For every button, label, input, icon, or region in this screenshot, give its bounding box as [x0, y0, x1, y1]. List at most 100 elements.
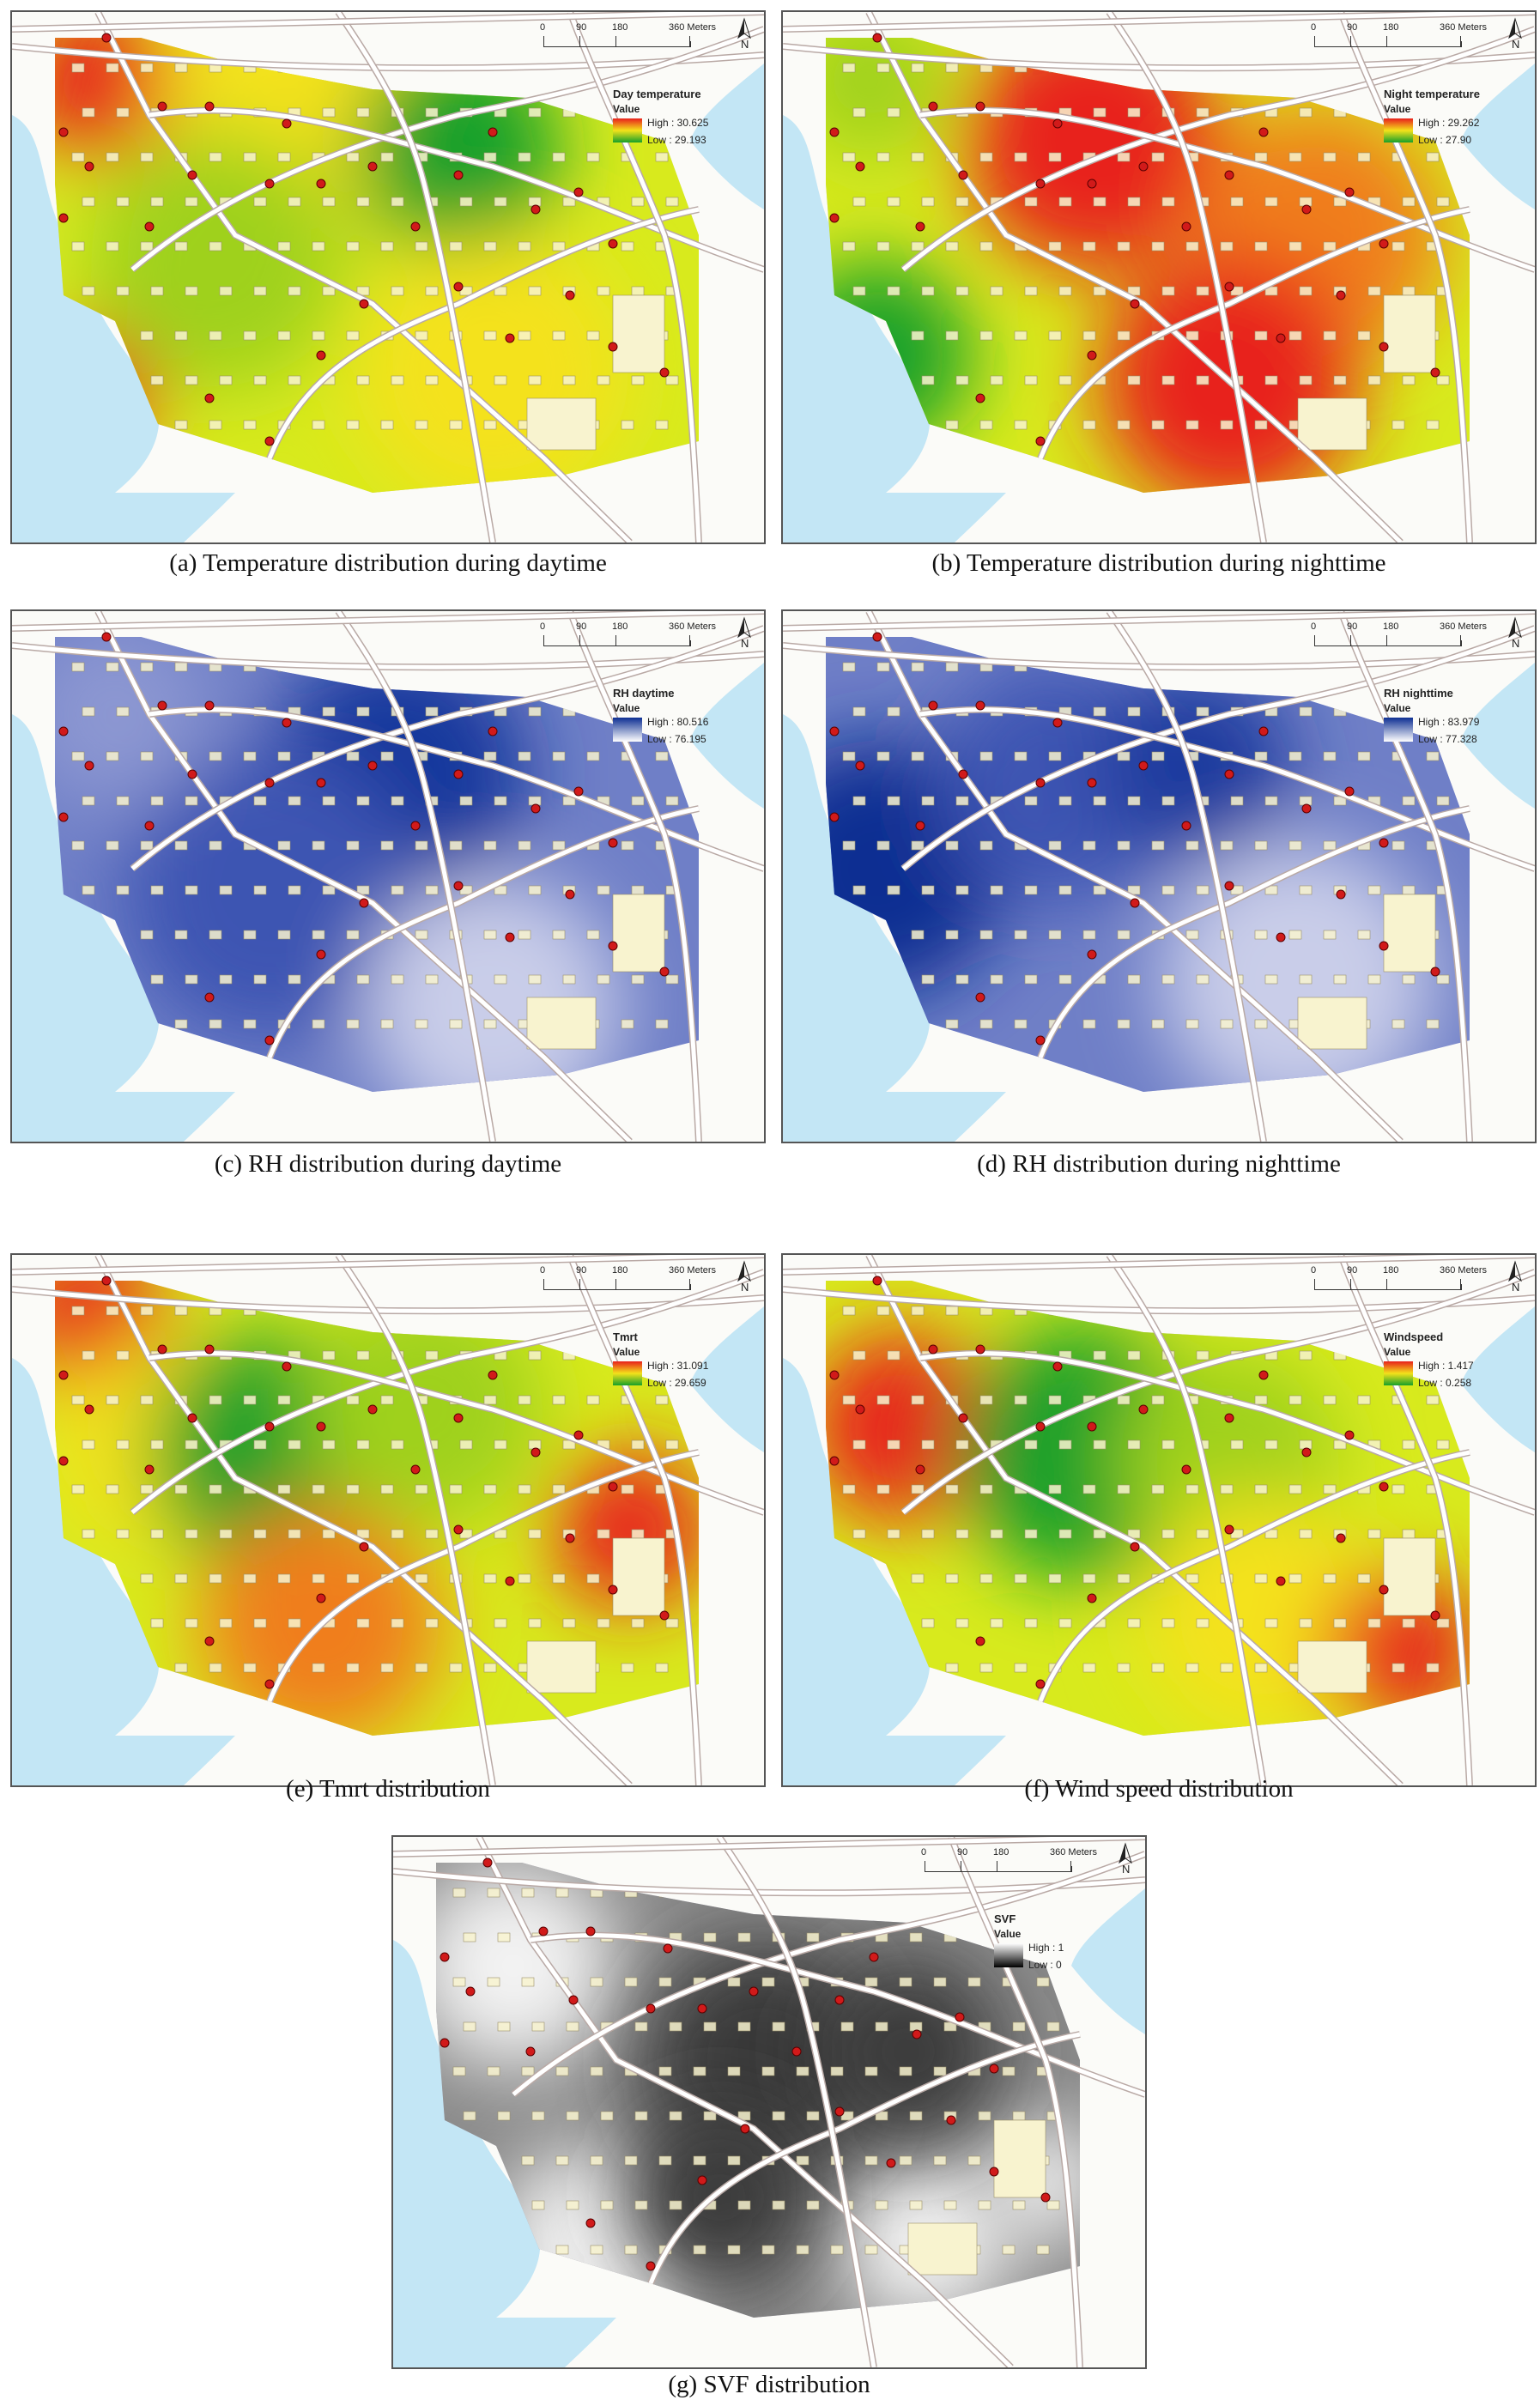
scale-label: 180: [993, 1847, 1009, 1858]
station-point: [101, 1276, 112, 1286]
station-point: [1379, 1585, 1389, 1595]
station-point: [316, 1593, 326, 1603]
scale-bar: 0 90 180 360 Meters: [540, 19, 720, 53]
scale-label: 360 Meters: [669, 22, 717, 33]
scale-label: 0: [1311, 1265, 1317, 1276]
north-arrow-icon: N: [733, 616, 755, 651]
scale-tick: [1460, 635, 1461, 645]
station-point: [565, 889, 575, 900]
scale-tick: [579, 1279, 580, 1289]
north-arrow-icon: N: [733, 17, 755, 52]
station-point: [101, 632, 112, 642]
station-point: [872, 632, 882, 642]
station-point: [531, 803, 541, 814]
legend: Day temperature Value High : 30.625 Low : 2…: [613, 88, 759, 156]
legend-title: RH daytime: [613, 687, 675, 700]
legend: RH daytime Value High : 80.516 Low : 76.195: [613, 687, 759, 755]
scale-bar: 0 90 180 360 Meters: [540, 1262, 720, 1296]
north-label: N: [1512, 38, 1520, 51]
caption-e: (e) Tmrt distribution: [286, 1775, 490, 1803]
scale-bar-line: [543, 1284, 691, 1290]
station-point: [204, 1344, 215, 1355]
station-point: [453, 1524, 464, 1535]
station-point: [1087, 1421, 1097, 1432]
station-point: [1224, 170, 1234, 180]
station-point: [1087, 179, 1097, 189]
legend-high: High : 1.417: [1418, 1360, 1474, 1372]
station-point: [1138, 161, 1149, 172]
station-point: [568, 1995, 579, 2005]
station-point: [264, 436, 275, 446]
station-point: [282, 118, 292, 129]
map-canvas: [783, 12, 1535, 542]
map-panel-b: 0 90 180 360 Meters N Night temperature Value H…: [781, 10, 1537, 544]
legend-high: High : 83.979: [1418, 716, 1480, 728]
station-point: [482, 1858, 493, 1868]
north-label: N: [1122, 1863, 1131, 1876]
legend-color-ramp: [1384, 1361, 1413, 1385]
scale-label: 180: [1383, 621, 1399, 632]
station-point: [1035, 436, 1046, 446]
scale-bar-line: [1314, 640, 1462, 646]
legend: Night temperature Value High : 29.262 Low :…: [1384, 88, 1530, 156]
legend-value-label: Value: [613, 702, 640, 714]
station-point: [453, 881, 464, 891]
water-body: [690, 1306, 764, 1452]
scale-tick: [1350, 635, 1351, 645]
scale-label: 90: [1347, 1265, 1358, 1276]
station-point: [1276, 1576, 1286, 1586]
station-point: [646, 2003, 656, 2014]
station-point: [410, 821, 421, 831]
station-point: [367, 161, 378, 172]
roads: [12, 611, 764, 1142]
station-point: [144, 821, 155, 831]
station-point: [204, 1636, 215, 1646]
scale-label: 90: [957, 1847, 968, 1858]
station-point: [915, 1464, 925, 1475]
caption-f: (f) Wind speed distribution: [1024, 1775, 1294, 1803]
station-point: [975, 101, 985, 112]
scale-label: 360 Meters: [1050, 1847, 1098, 1858]
monitoring-stations: [440, 1858, 1051, 2271]
map-canvas: [12, 12, 764, 542]
station-point: [144, 221, 155, 232]
legend-high: High : 1: [1028, 1942, 1064, 1954]
scale-bar: 0 90 180 360 Meters: [540, 618, 720, 652]
scale-bar: 0 90 180 360 Meters: [921, 1844, 1101, 1878]
legend: Tmrt Value High : 31.091 Low : 29.659: [613, 1330, 759, 1399]
station-point: [531, 204, 541, 215]
water-body: [12, 493, 235, 542]
station-point: [1087, 778, 1097, 788]
station-point: [1138, 761, 1149, 771]
scale-tick: [579, 36, 580, 46]
scale-tick: [1314, 1279, 1315, 1289]
station-point: [565, 1533, 575, 1543]
station-point: [659, 967, 670, 977]
legend: Windspeed Value High : 1.417 Low : 0.258: [1384, 1330, 1530, 1399]
station-point: [505, 333, 515, 343]
station-point: [101, 33, 112, 43]
scale-tick: [615, 635, 616, 645]
scale-label: 360 Meters: [1440, 621, 1488, 632]
station-point: [608, 941, 618, 951]
caption-g: (g) SVF distribution: [668, 2371, 870, 2398]
monitoring-stations: [829, 1276, 1440, 1689]
station-point: [1344, 786, 1355, 797]
station-point: [697, 2003, 707, 2014]
monitoring-stations: [829, 632, 1440, 1045]
station-point: [1035, 1035, 1046, 1045]
station-point: [1344, 187, 1355, 197]
station-point: [157, 1344, 167, 1355]
north-label: N: [741, 1281, 749, 1294]
legend-color-ramp: [1384, 118, 1413, 142]
legend-color-ramp: [994, 1943, 1023, 1967]
station-point: [955, 2012, 965, 2022]
station-point: [1379, 239, 1389, 249]
monitoring-stations: [829, 33, 1440, 446]
scale-label: 180: [612, 621, 628, 632]
legend-color-ramp: [613, 118, 642, 142]
station-point: [1379, 1482, 1389, 1492]
station-point: [1379, 941, 1389, 951]
legend-title: Windspeed: [1384, 1330, 1444, 1343]
station-point: [585, 2218, 596, 2228]
